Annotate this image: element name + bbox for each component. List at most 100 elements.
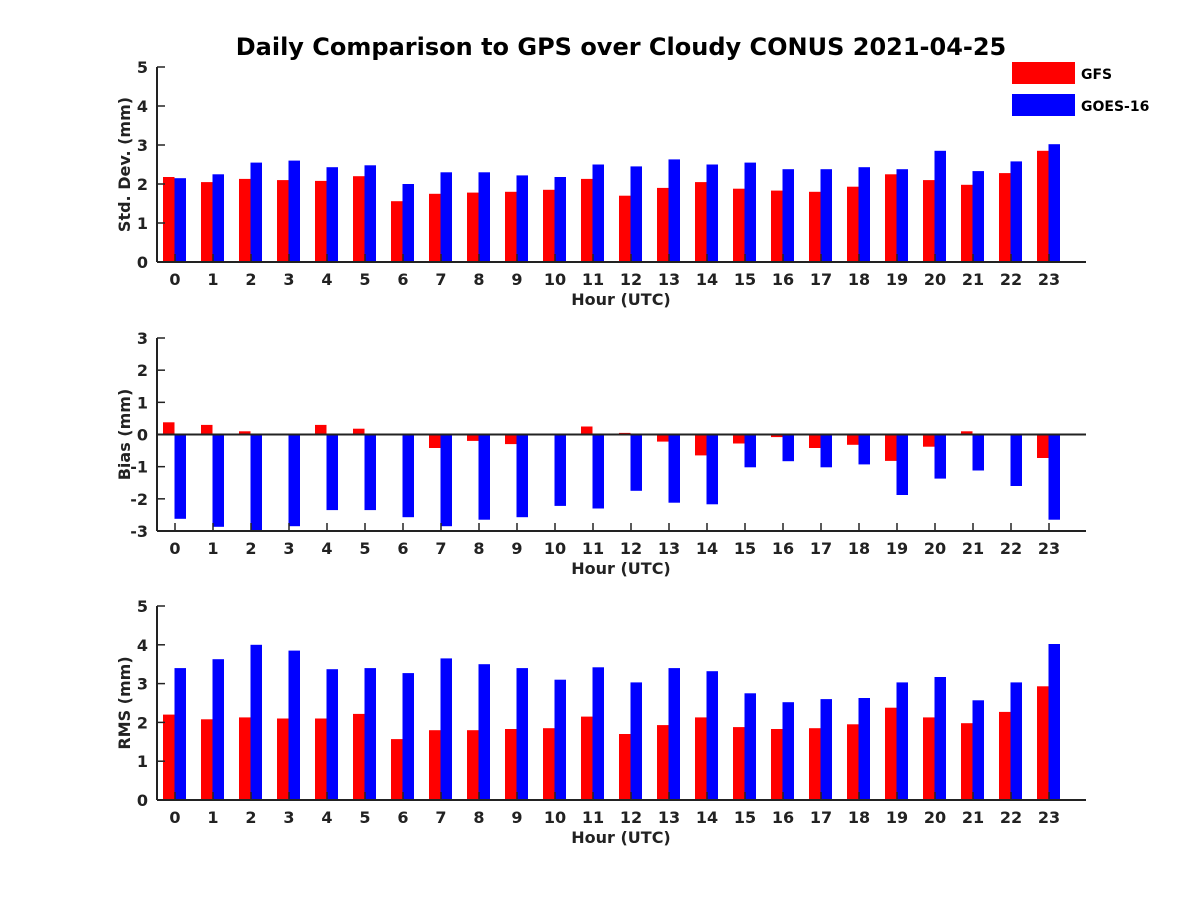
legend-swatch-gfs bbox=[1012, 62, 1075, 84]
rms-bar-gfs-7 bbox=[429, 730, 441, 800]
std-dev-bar-gfs-23 bbox=[1037, 150, 1049, 262]
std-dev-bar-gfs-14 bbox=[695, 182, 707, 262]
rms-bar-gfs-21 bbox=[961, 723, 973, 800]
bias-x-tick-label: 19 bbox=[886, 539, 908, 558]
std-dev-bar-gfs-6 bbox=[391, 201, 403, 262]
bias-x-tick-label: 1 bbox=[207, 539, 218, 558]
rms-bar-goes-16-8 bbox=[478, 664, 490, 800]
std-dev-bar-goes-16-15 bbox=[744, 162, 756, 262]
bias-bar-goes-16-9 bbox=[516, 434, 528, 518]
bias-bar-gfs-4 bbox=[315, 424, 327, 435]
bias-bar-goes-16-18 bbox=[858, 434, 870, 465]
rms-y-tick-label: 4 bbox=[137, 636, 148, 655]
legend-label-goes-16: GOES-16 bbox=[1081, 99, 1149, 115]
rms-bar-goes-16-6 bbox=[402, 673, 414, 800]
std-dev-x-tick-label: 5 bbox=[359, 270, 370, 289]
rms-bar-goes-16-0 bbox=[174, 668, 186, 800]
bias-y-tick-label: 2 bbox=[137, 361, 148, 380]
bias-x-tick-label: 0 bbox=[169, 539, 180, 558]
rms-bar-gfs-3 bbox=[277, 718, 289, 800]
bias-bar-gfs-19 bbox=[885, 434, 897, 461]
std-dev-bar-goes-16-12 bbox=[630, 166, 642, 262]
rms-x-tick-label: 4 bbox=[321, 808, 332, 827]
std-dev-bar-gfs-16 bbox=[771, 190, 783, 262]
bias-x-tick-label: 3 bbox=[283, 539, 294, 558]
legend-swatch-goes-16 bbox=[1012, 94, 1075, 116]
bias-x-tick-label: 16 bbox=[772, 539, 794, 558]
rms-y-tick-label: 0 bbox=[137, 791, 148, 810]
bias-bar-goes-16-5 bbox=[364, 434, 376, 511]
rms-x-tick-label: 2 bbox=[245, 808, 256, 827]
std-dev-x-tick-label: 13 bbox=[658, 270, 680, 289]
rms-x-tick-label: 1 bbox=[207, 808, 218, 827]
std-dev-x-tick-label: 16 bbox=[772, 270, 794, 289]
std-dev-x-tick-label: 12 bbox=[620, 270, 642, 289]
std-dev-bar-gfs-22 bbox=[999, 173, 1011, 262]
std-dev-bar-goes-16-20 bbox=[934, 150, 946, 262]
std-dev-x-tick-label: 18 bbox=[848, 270, 870, 289]
bias-y-tick-label: 3 bbox=[137, 329, 148, 348]
std-dev-bar-goes-16-18 bbox=[858, 167, 870, 262]
bias-bar-gfs-14 bbox=[695, 434, 707, 456]
rms-x-tick-label: 13 bbox=[658, 808, 680, 827]
std-dev-bar-goes-16-10 bbox=[554, 177, 566, 262]
rms-y-tick-label: 2 bbox=[137, 713, 148, 732]
std-dev-x-tick-label: 0 bbox=[169, 270, 180, 289]
std-dev-x-tick-label: 3 bbox=[283, 270, 294, 289]
std-dev-y-axis-label: Std. Dev. (mm) bbox=[115, 97, 134, 232]
std-dev-bar-gfs-20 bbox=[923, 180, 935, 262]
bias-x-tick-label: 6 bbox=[397, 539, 408, 558]
rms-bar-gfs-0 bbox=[163, 714, 175, 800]
std-dev-bar-goes-16-21 bbox=[972, 171, 984, 262]
legend: GFS GOES-16 bbox=[1012, 62, 1149, 116]
bias-bar-goes-16-10 bbox=[554, 434, 566, 506]
rms-y-tick-label: 1 bbox=[137, 752, 148, 771]
rms-bar-goes-16-4 bbox=[326, 669, 338, 800]
std-dev-bar-goes-16-11 bbox=[592, 164, 604, 262]
std-dev-y-tick-label: 3 bbox=[137, 136, 148, 155]
bias-bar-gfs-20 bbox=[923, 434, 935, 447]
rms-bar-goes-16-23 bbox=[1048, 644, 1060, 800]
bias-bar-gfs-9 bbox=[505, 434, 517, 445]
rms-bar-gfs-5 bbox=[353, 713, 365, 800]
std-dev-bar-goes-16-1 bbox=[212, 174, 224, 263]
bias-bar-goes-16-11 bbox=[592, 434, 604, 509]
bias-bar-gfs-1 bbox=[201, 424, 213, 435]
bias-bar-gfs-15 bbox=[733, 434, 745, 444]
bias-x-tick-label: 2 bbox=[245, 539, 256, 558]
rms-bar-gfs-6 bbox=[391, 739, 403, 800]
std-dev-bar-gfs-21 bbox=[961, 184, 973, 262]
rms-bar-goes-16-9 bbox=[516, 668, 528, 800]
rms-bar-goes-16-16 bbox=[782, 702, 794, 800]
std-dev-bar-gfs-12 bbox=[619, 195, 631, 262]
std-dev-bar-gfs-15 bbox=[733, 188, 745, 262]
std-dev-y-tick-label: 0 bbox=[137, 253, 148, 272]
bias-bar-gfs-18 bbox=[847, 434, 859, 445]
rms-bar-gfs-15 bbox=[733, 727, 745, 800]
std-dev-bar-gfs-18 bbox=[847, 186, 859, 262]
bias-bar-gfs-5 bbox=[353, 428, 365, 435]
bias-x-tick-label: 5 bbox=[359, 539, 370, 558]
bias-x-tick-label: 14 bbox=[696, 539, 718, 558]
rms-bar-gfs-11 bbox=[581, 716, 593, 800]
rms-x-tick-label: 5 bbox=[359, 808, 370, 827]
bias-bar-gfs-17 bbox=[809, 434, 821, 448]
std-dev-bar-gfs-11 bbox=[581, 178, 593, 262]
std-dev-bar-gfs-13 bbox=[657, 187, 669, 262]
bias-x-tick-label: 10 bbox=[544, 539, 566, 558]
std-dev-bar-goes-16-7 bbox=[440, 172, 452, 262]
rms-bar-goes-16-5 bbox=[364, 668, 376, 800]
std-dev-y-tick-label: 4 bbox=[137, 97, 148, 116]
rms-x-tick-label: 19 bbox=[886, 808, 908, 827]
std-dev-bar-gfs-4 bbox=[315, 180, 327, 262]
bias-bar-goes-16-1 bbox=[212, 434, 224, 527]
rms-x-tick-label: 7 bbox=[435, 808, 446, 827]
bias-bar-goes-16-19 bbox=[896, 434, 908, 495]
rms-x-axis-label: Hour (UTC) bbox=[571, 828, 671, 847]
bias-x-tick-label: 23 bbox=[1038, 539, 1060, 558]
rms-bar-goes-16-15 bbox=[744, 693, 756, 800]
rms-bar-goes-16-19 bbox=[896, 682, 908, 800]
std-dev-y-tick-label: 2 bbox=[137, 175, 148, 194]
bias-bar-gfs-0 bbox=[163, 422, 175, 435]
